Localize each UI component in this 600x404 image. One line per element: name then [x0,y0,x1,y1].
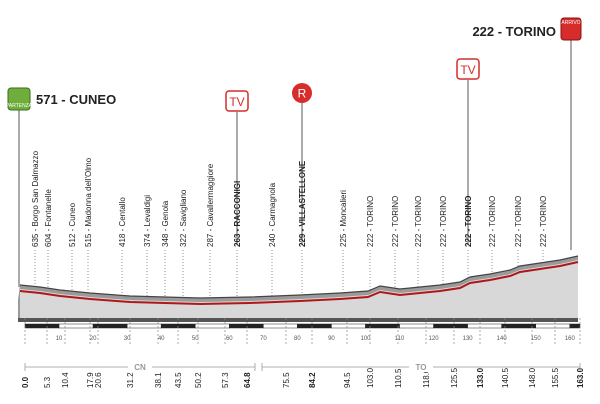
place-label: 222 - TORINO [488,196,497,247]
ruler-label: 100 [360,336,371,342]
ruler-label: 20 [90,336,97,342]
province-box [409,362,433,372]
place-label: 222 - TORINO [391,196,400,247]
tv-icon [456,58,480,80]
r-icon [292,83,312,103]
km-label: 64.8 [243,372,252,388]
place-label: 635 - Borgo San Dalmazzo [31,150,40,247]
ruler-segment [194,323,230,329]
r-label: R [298,87,307,101]
ruler-segment [535,323,571,329]
ruler-label: 70 [260,336,267,342]
km-label: 133.0 [476,367,485,388]
ruler-label: 30 [124,336,131,342]
ruler-label: 80 [294,336,301,342]
ruler-segment [569,323,581,329]
km-label: 20.6 [94,372,103,388]
place-label: 322 - Savigliano [179,189,188,247]
km-label: 50.2 [194,372,203,388]
finish-badge [560,17,582,41]
place-label: 240 - Carmagnola [268,182,277,247]
place-label: 348 - Genola [161,200,170,247]
province-label: TO [416,363,427,372]
place-label: 418 - Centallo [118,197,127,247]
ruler-segment [263,323,298,329]
km-label: 163.0 [576,367,585,388]
tv-label: TV [229,95,244,109]
province-label: CN [134,363,146,372]
ruler-label: 50 [192,336,199,342]
tv-label: TV [460,63,475,77]
km-label: 38.1 [154,372,163,388]
ruler-label: 10 [56,336,63,342]
place-label: 225 - Moncalieri [339,190,348,247]
place-label: 222 - TORINO [439,196,448,247]
place-label: 222 - TORINO [414,196,423,247]
ruler-segment [501,323,536,329]
place-label: 374 - Levaldigi [143,195,152,247]
place-label: 287 - Cavallermaggiore [206,163,215,247]
place-label: 263 - RACCONIGI [233,181,242,247]
province-box [128,362,152,372]
profile-body [20,260,578,318]
km-label: 110.5 [394,368,403,388]
km-label: 31.2 [126,372,135,388]
ruler-label: 130 [463,336,474,342]
km-label: 57.3 [221,372,230,388]
km-label: 5.3 [43,376,52,388]
km-label: 17.9 [86,372,95,388]
profile-edge [19,255,579,299]
place-label: 222 - TORINO [514,196,523,247]
km-label: 43.5 [174,372,183,388]
place-label: 222 - TORINO [366,196,375,247]
place-label: 515 - Madonna dell'Olmo [84,157,93,247]
km-label: 84.2 [308,372,317,388]
km-label: 0.0 [21,376,30,388]
km-label: 140.5 [501,367,510,388]
ruler-segment [331,323,366,329]
place-label: 604 - Fontanelle [44,189,53,247]
km-label: 75.5 [282,372,291,388]
ruler-label: 150 [531,336,542,342]
ruler-segment [297,323,332,329]
finish-title: 222 - TORINO [472,24,556,39]
profile-layer: 10 20 30 40 50 60 70 80 90 100 110 120 130 140 150 160 0… [18,150,585,388]
tv-icon [225,90,249,112]
ruler-segment [399,323,434,329]
km-label: 103.0 [366,367,375,388]
ruler-label: 110 [395,336,405,342]
ruler-label: 160 [565,336,576,342]
km-label: 155.5 [551,367,560,388]
ruler-segment [433,323,468,329]
ruler-segment [24,323,60,329]
place-label: 222 - TORINO [539,196,548,247]
km-label: 125.5 [450,367,459,388]
place-label: 512 - Cuneo [68,202,77,247]
start-title: 571 - CUNEO [36,92,116,107]
place-label: 229 - VILLASTELLONE [298,160,307,247]
ruler-label: 60 [226,336,233,342]
profile-base [18,318,578,322]
profile-line [19,261,579,306]
ruler-label: 140 [497,336,508,342]
ruler-label: 90 [328,336,335,342]
km-label: 94.5 [343,372,352,388]
ruler-segment [229,323,264,329]
start-badge-label: PARTENZA [6,103,33,109]
km-label: 10.4 [61,372,70,388]
ruler-label: 120 [429,336,440,342]
km-label: 148.0 [528,367,537,388]
ruler-label: 40 [158,336,165,342]
ruler-segment [467,323,502,329]
ruler-segment [365,323,400,329]
place-label: 222 - TORINO [464,196,473,247]
start-badge [7,87,31,111]
km-label: 118.0 [422,368,431,388]
finish-badge-label: ARRIVO [561,20,580,26]
ruler-segment [58,323,94,329]
ruler-segment [126,323,162,329]
